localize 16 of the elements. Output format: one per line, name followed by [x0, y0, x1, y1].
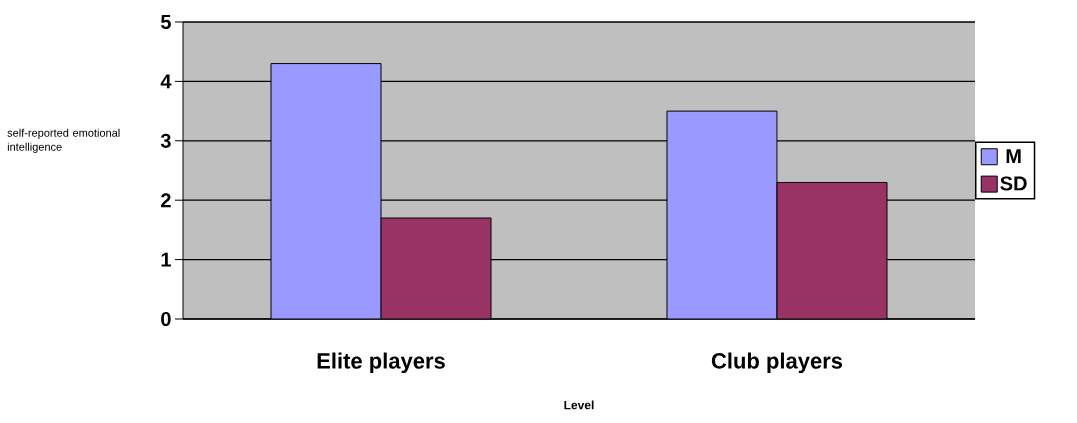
x-tick-label: Elite players: [317, 352, 445, 374]
y-tick-label: 2: [161, 193, 171, 208]
y-tick-label: 3: [160, 133, 171, 148]
y-tick-label: 1: [161, 252, 171, 267]
legend-label: SD: [1000, 176, 1027, 191]
bar: [381, 218, 491, 319]
y-tick-label: 4: [160, 74, 172, 89]
x-axis-title: Level: [564, 400, 594, 410]
bar: [271, 63, 382, 319]
bar: [666, 110, 778, 319]
bar: [776, 181, 888, 319]
x-tick-label: Club players: [711, 352, 843, 374]
legend-label: M: [1006, 149, 1021, 163]
y-axis-title: self-reported emotional intelligence: [7, 128, 120, 153]
y-tick-label: 5: [160, 15, 171, 29]
y-tick-label: 0: [161, 311, 171, 327]
